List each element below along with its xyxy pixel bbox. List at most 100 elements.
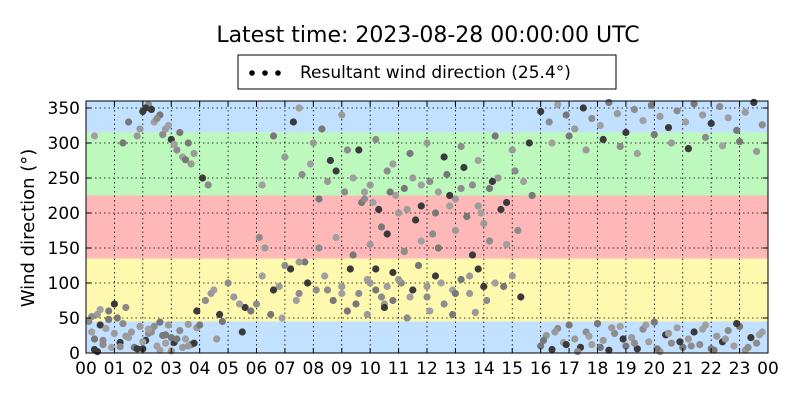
data-point [503,198,511,207]
data-point [446,191,454,200]
data-point [213,335,221,343]
data-point [255,233,263,242]
x-tick-label: 09 [331,359,353,379]
data-point [110,329,118,337]
data-point [349,174,357,182]
data-point [451,289,459,298]
data-point [372,265,380,273]
data-point [176,128,184,137]
data-point [645,338,653,346]
data-point [747,334,755,342]
data-point [258,181,266,189]
data-point [699,111,707,119]
data-point [468,251,477,259]
data-point [323,177,332,186]
data-point [733,320,741,328]
data-point [369,198,377,207]
data-point [664,329,673,337]
data-point [753,339,761,347]
data-point [716,103,724,111]
data-point [741,108,749,116]
data-point [176,327,184,335]
data-point [466,272,474,280]
data-point [88,313,96,321]
data-point [417,202,425,210]
data-point [480,282,488,291]
data-point [406,149,414,158]
data-point [216,310,224,319]
data-point [338,282,346,291]
data-point [295,289,303,298]
data-point [119,139,127,147]
data-point [332,233,340,242]
data-point [633,149,641,158]
data-point [497,205,505,214]
data-point [93,348,101,356]
data-point [139,338,147,346]
data-point [571,335,579,343]
data-point [136,322,144,330]
x-tick-label: 17 [558,359,580,379]
data-point [656,112,664,120]
data-point [247,307,255,315]
data-point [514,226,522,235]
data-point [605,346,613,354]
data-point [485,184,494,193]
data-point [684,335,693,343]
data-point [485,237,494,245]
data-point [611,329,619,337]
data-point [434,244,442,252]
x-tick-label: 20 [644,359,666,379]
data-point [605,98,613,106]
data-point [718,142,727,150]
x-tick-label: 15 [501,359,523,379]
data-point [440,153,448,161]
data-point [679,343,687,351]
data-point [90,335,99,343]
data-point [713,332,721,340]
data-point [423,139,431,147]
y-tick-label: 150 [48,239,80,259]
data-point [96,306,104,314]
y-tick-label: 100 [48,274,80,294]
data-point [750,98,758,106]
data-point [730,342,738,350]
data-point [321,272,329,280]
data-point [616,322,624,330]
y-tick-label: 200 [48,204,80,224]
data-point [724,114,732,122]
data-point [565,132,573,140]
data-point [744,343,752,351]
data-point [306,160,315,168]
data-point [758,121,766,129]
data-point [628,334,636,342]
data-point [164,321,172,329]
data-point [622,342,630,350]
x-tick-label: 03 [160,359,182,379]
data-point [281,153,289,161]
x-ticks: 00 01 02 03 04 05 06 07 08 09 10 11 12 13 14 15 16 17 18 19… [75,101,779,379]
data-point [184,139,192,147]
data-point [173,146,181,154]
x-tick-label: 23 [729,359,751,379]
data-point [682,118,690,126]
data-point [355,289,363,298]
legend-marker [249,70,255,76]
y-tick-label: 350 [48,99,80,119]
data-point [144,325,153,333]
data-point [377,223,386,231]
data-point [630,105,639,113]
data-point [142,104,150,112]
data-point [562,341,570,349]
data-point [153,114,161,123]
data-point [426,307,434,315]
data-point [122,303,130,312]
data-point [173,335,181,343]
data-point [423,293,431,301]
data-point [184,320,192,328]
data-point [110,300,118,308]
data-point [431,272,440,280]
data-point [235,300,244,308]
data-point [667,139,676,147]
data-point [150,322,158,330]
